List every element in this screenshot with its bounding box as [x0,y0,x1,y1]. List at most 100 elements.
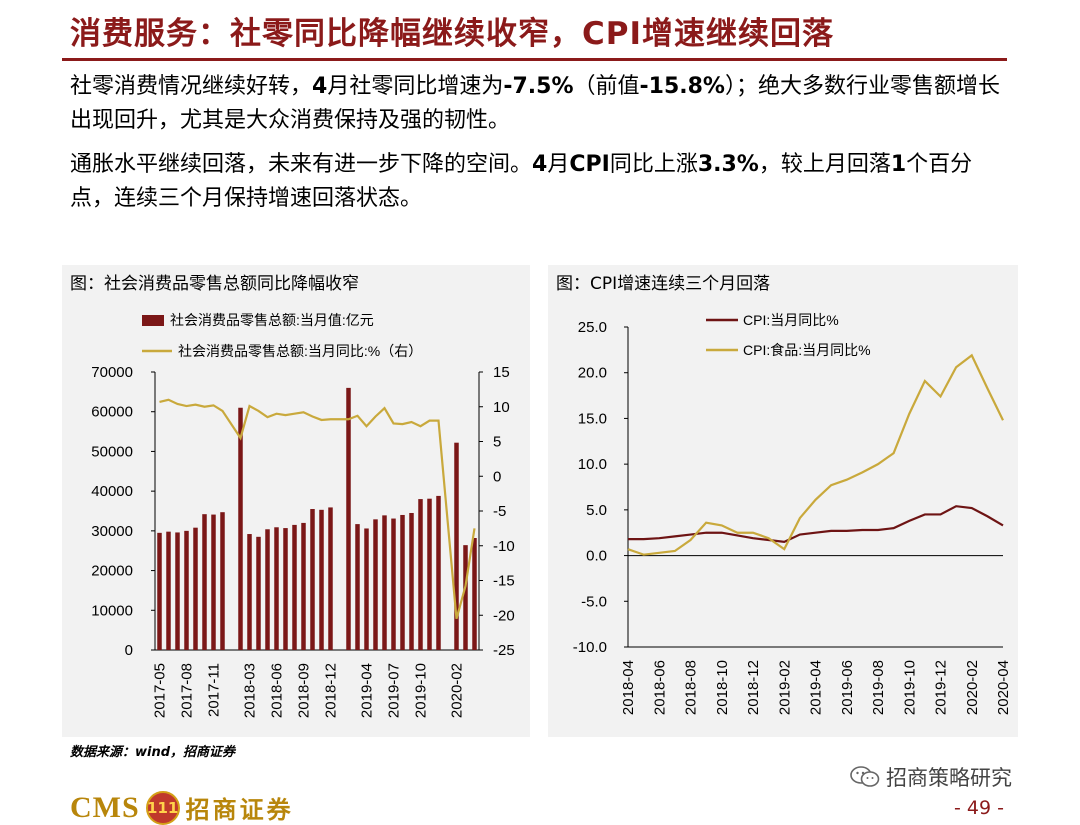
bar-retail-sales [463,545,468,650]
bar-retail-sales [265,529,270,650]
y-tick-label-left: 50000 [91,443,133,460]
y-tick-label-right: -5 [493,503,506,520]
x-tick-label-cpi: 2018-04 [620,660,637,715]
x-tick-label-cpi: 2018-12 [745,660,762,715]
x-tick-label-retail: 2018-09 [296,663,313,718]
paragraph-retail-prev: -15.8% [639,74,725,99]
bar-retail-sales [256,536,261,650]
y-tick-label-left: 40000 [91,483,133,500]
cms-logo: CMS 111 招商证券 [70,790,294,825]
paragraph-cpi-text-2: 月 [547,152,570,177]
cms-logo-mark-icon: 111 [145,790,180,825]
x-tick-label-retail: 2018-12 [323,663,340,718]
y-tick-label-right: -15 [493,573,515,590]
paragraph-cpi-value: 3.3% [697,152,759,177]
x-tick-label-retail: 2019-07 [386,663,403,718]
y-tick-label-right: 0 [493,468,501,485]
y-tick-label-right: -10 [493,538,515,555]
paragraph-cpi-drop: 1 [890,152,907,177]
bar-retail-sales [328,507,333,650]
y-tick-label-left: 60000 [91,404,133,421]
paragraph-retail-text-1: 社零消费情况继续好转， [70,74,313,99]
y-tick-label-cpi: -10.0 [573,639,607,656]
y-tick-label-cpi: 5.0 [586,502,607,519]
x-tick-label-retail: 2019-04 [359,663,376,718]
bar-retail-sales [292,524,297,650]
bar-retail-sales [193,527,198,650]
title-divider [62,58,1007,61]
y-tick-label-cpi: 25.0 [578,319,607,336]
bar-retail-sales [400,514,405,650]
x-tick-label-retail: 2019-10 [413,663,430,718]
bar-retail-sales [166,531,171,650]
paragraph-cpi-text-5: 个百分点，连续三个月保持增速回落状态。 [70,152,973,211]
data-source: 数据来源：wind，招商证券 [70,745,236,760]
x-tick-label-cpi: 2018-10 [714,660,731,715]
line-cpi-yoy [628,505,1004,543]
y-tick-label-left: 20000 [91,563,133,580]
chart-panel-cpi: 图：CPI增速连续三个月回落 25.0 20.0 15.0 10.0 5.0 0.0 -5.… [548,265,1018,737]
bar-retail-sales [175,532,180,650]
x-tick-label-cpi: 2018-08 [683,660,700,715]
bar-retail-sales [364,528,369,650]
bar-retail-sales [355,524,360,650]
x-tick-label-retail: 2018-06 [269,663,286,718]
x-tick-label-cpi: 2019-06 [839,660,856,715]
bar-retail-sales [427,498,432,650]
bar-retail-sales [220,512,225,650]
bar-retail-sales [301,522,306,650]
bar-retail-sales [211,514,216,650]
x-tick-label-retail: 2020-02 [449,663,466,718]
page-number: - 49 - [954,797,1004,819]
chart-cpi: 25.0 20.0 15.0 10.0 5.0 0.0 -5.0 -10.0 CPI:当月同比%… [573,312,1012,715]
bar-retail-sales [454,442,459,650]
x-tick-label-retail: 2017-08 [179,663,196,718]
y-tick-label-left: 10000 [91,602,133,619]
x-tick-label-cpi: 2019-12 [933,660,950,715]
paragraph-cpi-text-1: 通胀水平继续回落，未来有进一步下降的空间。 [70,152,533,177]
bar-retail-sales [382,515,387,650]
y-tick-label-right: 15 [493,364,510,381]
bar-retail-sales [184,530,189,650]
cms-logo-text: CMS [70,790,140,824]
bar-retail-sales [247,534,252,650]
bar-retail-sales [418,499,423,650]
bar-retail-sales [391,518,396,650]
bar-retail-sales [283,528,288,650]
bar-retail-sales [202,514,207,650]
line-retail-yoy [159,398,476,620]
legend-label-retail-line: 社会消费品零售总额:当月同比:%（右） [178,343,422,359]
y-tick-label-right: -25 [493,642,515,659]
legend-swatch-retail-bar [142,315,164,326]
wechat-icon [850,765,880,789]
paragraph-retail: 社零消费情况继续好转，4月社零同比增速为-7.5%（前值-15.8%）；绝大多数… [70,70,1000,138]
x-tick-label-cpi: 2019-04 [808,660,825,715]
y-tick-label-left: 0 [125,642,133,659]
x-tick-label-cpi: 2020-02 [964,660,981,715]
y-tick-label-right: 5 [493,434,501,451]
paragraph-cpi-text-4: ，较上月回落 [758,152,891,177]
x-tick-label-cpi: 2020-04 [995,660,1012,715]
bar-retail-sales [373,519,378,650]
paragraph-cpi-month: 4 [532,152,548,177]
y-tick-label-right: -20 [493,607,515,624]
paragraph-cpi: 通胀水平继续回落，未来有进一步下降的空间。4月CPI同比上涨3.3%，较上月回落… [70,148,1000,216]
chart-panel-retail: 图：社会消费品零售总额同比降幅收窄 社会消费品零售总额:当月值:亿元 社会消费品零… [62,265,530,737]
x-tick-label-cpi: 2019-02 [776,660,793,715]
paragraph-retail-text-3: （前值 [573,74,640,99]
bar-retail-sales [274,527,279,650]
paragraph-cpi-label: CPI [569,152,610,177]
wechat-watermark: 招商策略研究 [850,762,1012,792]
chart-title-cpi: 图：CPI增速连续三个月回落 [556,274,771,294]
paragraph-retail-month: 4 [312,74,328,99]
bar-retail-sales [310,509,315,650]
legend-label-cpi-food: CPI:食品:当月同比% [743,342,871,358]
bar-retail-sales [319,509,324,650]
bar-retail-sales [409,512,414,650]
bar-retail-sales [346,387,351,650]
y-tick-label-left: 30000 [91,523,133,540]
y-tick-label-cpi: 15.0 [578,410,607,427]
y-tick-label-left: 70000 [91,364,133,381]
page-title: 消费服务：社零同比降幅继续收窄，CPI增速继续回落 [70,16,835,52]
